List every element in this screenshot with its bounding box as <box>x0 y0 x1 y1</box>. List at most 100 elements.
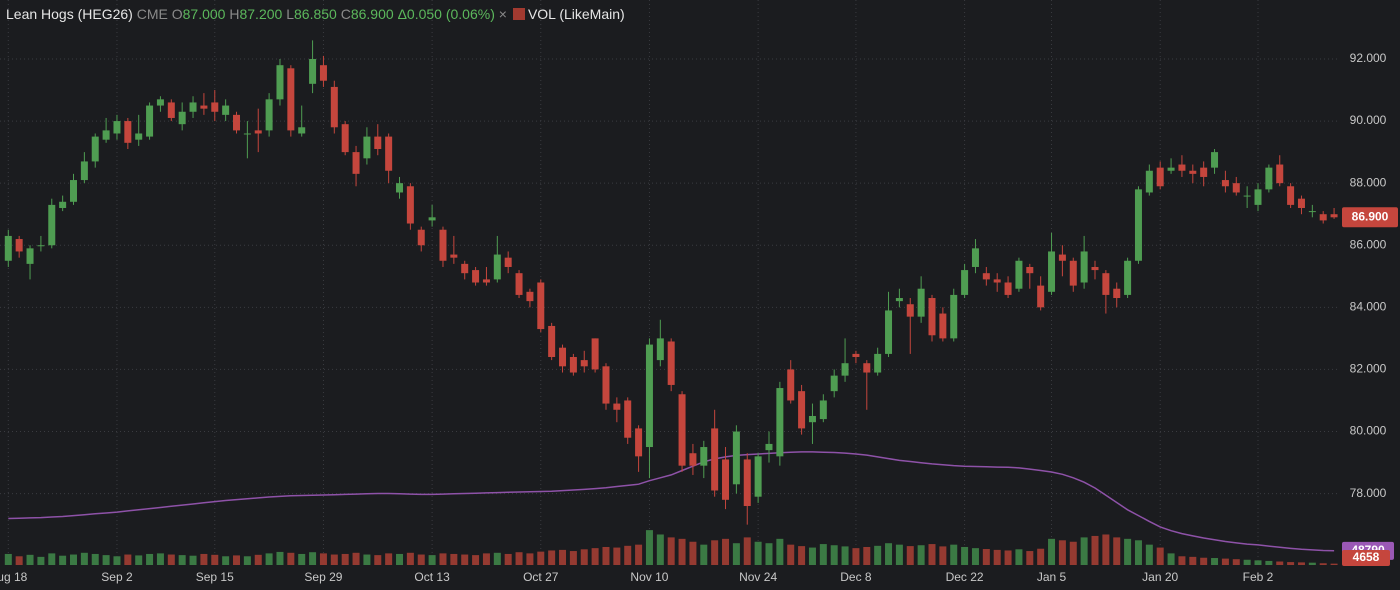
candle-body <box>1276 164 1284 184</box>
volume-bar <box>146 553 154 565</box>
volume-bar <box>1287 562 1295 565</box>
x-tick-label: Oct 27 <box>523 570 559 584</box>
candle-body <box>26 248 34 264</box>
volume-bar <box>265 553 273 565</box>
volume-bar <box>91 553 99 565</box>
volume-bar <box>526 553 534 565</box>
candle-body <box>754 456 762 497</box>
volume-bar <box>319 553 327 565</box>
key: O <box>171 6 183 22</box>
volume-bar <box>569 551 577 565</box>
candle-body <box>689 453 697 466</box>
y-tick-label: 82.000 <box>1350 362 1387 376</box>
volume-bar <box>287 552 295 565</box>
volume-bar <box>178 555 186 565</box>
volume-bar <box>428 555 436 565</box>
candle-body <box>222 105 230 115</box>
candle-body <box>1048 251 1056 292</box>
volume-bar <box>26 554 34 565</box>
volume-bar <box>1004 550 1012 565</box>
volume-bar <box>645 530 653 565</box>
candle-body <box>493 254 501 280</box>
volume-bar <box>515 552 523 565</box>
candle-body <box>243 133 251 135</box>
line <box>8 451 1335 552</box>
volume-bar <box>624 545 632 565</box>
candle-body <box>928 298 936 336</box>
candle-body <box>406 186 414 224</box>
x-tick-label: Dec 8 <box>840 570 872 584</box>
y-tick-label: 78.000 <box>1350 486 1387 500</box>
candle-body <box>80 161 88 181</box>
x-tick-label: Jan 5 <box>1037 570 1067 584</box>
candle-body <box>276 65 284 100</box>
volume-bar <box>1221 558 1229 565</box>
candle-body <box>1232 183 1240 193</box>
candle-body <box>678 394 686 466</box>
candle-body <box>113 121 121 134</box>
volume-bar <box>37 556 45 565</box>
candle-body <box>1319 214 1327 221</box>
candle-body <box>591 338 599 370</box>
volume-bar <box>417 554 425 565</box>
volume-bar <box>656 534 664 565</box>
candle-body <box>450 254 458 258</box>
volume-bar <box>722 538 730 565</box>
candle-body <box>602 366 610 404</box>
candle-body <box>1145 170 1153 193</box>
volume-bar <box>580 549 588 565</box>
candle-body <box>91 136 99 162</box>
candle-body <box>961 270 969 295</box>
volume-bar <box>1037 548 1045 565</box>
candle-body <box>580 360 588 367</box>
volume-bar <box>678 538 686 565</box>
candle-body <box>1134 189 1142 261</box>
price-label-box <box>1342 207 1398 228</box>
volume-bar <box>374 555 382 565</box>
candle-body <box>200 105 208 109</box>
price-label: 86.900 <box>1352 209 1389 223</box>
candle-body <box>1189 170 1197 174</box>
volume-bar <box>135 555 143 565</box>
volume-bar <box>885 543 893 565</box>
candle-body <box>559 347 567 367</box>
y-tick-label: 90.000 <box>1350 113 1387 127</box>
volume-bar <box>113 556 121 565</box>
volume-bar <box>1189 556 1197 565</box>
candle-body <box>939 313 947 339</box>
x-tick-label: Nov 24 <box>739 570 777 584</box>
volume-bar <box>70 554 78 565</box>
candle-body <box>971 248 979 267</box>
candle-body <box>700 447 708 466</box>
volume-bar <box>1113 537 1121 565</box>
volume-bar <box>1069 541 1077 565</box>
volume-bar <box>167 554 175 565</box>
candle-body <box>743 459 751 507</box>
candle-body <box>70 180 78 202</box>
volume-bar <box>222 556 230 565</box>
candle-body <box>15 239 23 252</box>
volume-bar <box>1319 563 1327 565</box>
candle-body <box>1200 167 1208 177</box>
candle-body <box>439 229 447 261</box>
candle-body <box>482 279 490 283</box>
volume-bar <box>1102 534 1110 565</box>
candle-body <box>124 121 132 143</box>
close-button[interactable]: × <box>498 6 507 22</box>
volume-bar <box>254 554 262 565</box>
candle-body <box>906 304 914 317</box>
candle-body <box>1037 285 1045 308</box>
candle-body <box>461 263 469 274</box>
volume-bar <box>341 553 349 565</box>
candle-body <box>830 375 838 392</box>
candle-body <box>504 257 512 267</box>
candle-body <box>48 204 56 246</box>
y-tick-label: 88.000 <box>1350 175 1387 189</box>
candle-body <box>363 136 371 159</box>
candle-body <box>1297 198 1305 208</box>
volume-label-box <box>1342 550 1390 566</box>
candle-body <box>1113 288 1121 299</box>
volume-bar <box>15 556 23 565</box>
candle-body <box>1102 273 1110 295</box>
